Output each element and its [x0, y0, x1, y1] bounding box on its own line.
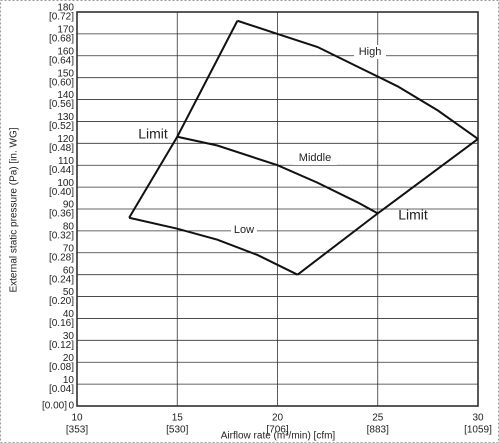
- x-tick-label: 25: [372, 413, 384, 424]
- y-tick-inch-label: [0.60]: [49, 77, 74, 88]
- x-tick-label: 20: [272, 413, 284, 424]
- series-label: Limit: [398, 207, 428, 223]
- y-tick-inch-label: [0.52]: [49, 121, 74, 132]
- y-tick-label: 20: [63, 353, 75, 364]
- curve: [296, 138, 479, 276]
- y-tick-inch-label: [0.64]: [49, 55, 74, 66]
- y-tick-inch-label: [0.68]: [49, 34, 74, 45]
- y-tick-inch-label: [0.16]: [49, 318, 74, 329]
- y-tick-label: 50: [63, 287, 75, 298]
- y-tick-label: 90: [63, 200, 75, 211]
- y-tick-inch-label: [0.00]: [42, 401, 67, 412]
- x-tick-cfm-label: [353]: [66, 425, 88, 436]
- y-tick-label: 160: [57, 46, 74, 57]
- x-tick-cfm-label: [1059]: [464, 425, 492, 436]
- y-tick-inch-label: [0.08]: [49, 362, 74, 373]
- y-tick-label: 140: [57, 90, 74, 101]
- curve: [177, 135, 379, 215]
- y-tick-inch-label: [0.56]: [49, 99, 74, 110]
- series-label: Low: [234, 224, 254, 236]
- series-label: High: [359, 46, 382, 58]
- label-bg: [231, 223, 257, 237]
- x-tick-label: 10: [71, 413, 83, 424]
- y-tick-label: 70: [63, 243, 75, 254]
- y-tick-inch-label: [0.36]: [49, 209, 74, 220]
- y-tick-label: 180: [57, 3, 74, 14]
- y-tick-label: 10: [63, 375, 75, 386]
- y-tick-label: 60: [63, 265, 75, 276]
- y-tick-inch-label: [0.28]: [49, 252, 74, 263]
- y-tick-inch-label: [0.24]: [49, 274, 74, 285]
- x-tick-cfm-label: [530]: [166, 425, 188, 436]
- y-tick-label: 130: [57, 112, 74, 123]
- y-tick-label: 120: [57, 134, 74, 145]
- x-tick-cfm-label: [883]: [367, 425, 389, 436]
- y-tick-label: 40: [63, 309, 75, 320]
- y-tick-label: 170: [57, 25, 74, 36]
- y-tick-inch-label: [0.72]: [49, 12, 74, 23]
- y-tick-inch-label: [0.44]: [49, 165, 74, 176]
- y-tick-label: 100: [57, 178, 74, 189]
- curve: [128, 20, 239, 219]
- y-tick-label: 0: [68, 401, 74, 412]
- y-axis-label: External static pressure (Pa) [in. WG]: [9, 127, 20, 292]
- y-tick-inch-label: [0.32]: [49, 231, 74, 242]
- y-tick-label: 110: [58, 156, 74, 167]
- x-axis-label: Airflow rate (m³/min) [cfm]: [221, 431, 336, 442]
- y-tick-inch-label: [0.20]: [49, 296, 74, 307]
- label-bg: [354, 45, 386, 59]
- y-tick-inch-label: [0.48]: [49, 143, 74, 154]
- y-tick-label: 150: [57, 68, 74, 79]
- x-tick-cfm-label: [706]: [266, 425, 288, 436]
- y-tick-inch-label: [0.12]: [49, 340, 74, 351]
- curve: [128, 216, 298, 276]
- series-label: Limit: [138, 126, 168, 142]
- y-tick-inch-label: [0.40]: [49, 187, 74, 198]
- label-bg: [293, 151, 337, 165]
- curve: [237, 19, 479, 140]
- y-tick-label: 30: [63, 331, 75, 342]
- y-tick-label: 80: [63, 222, 75, 233]
- x-tick-label: 15: [172, 413, 184, 424]
- y-tick-inch-label: [0.04]: [49, 384, 74, 395]
- x-tick-label: 30: [472, 413, 484, 424]
- series-label: Middle: [299, 152, 331, 164]
